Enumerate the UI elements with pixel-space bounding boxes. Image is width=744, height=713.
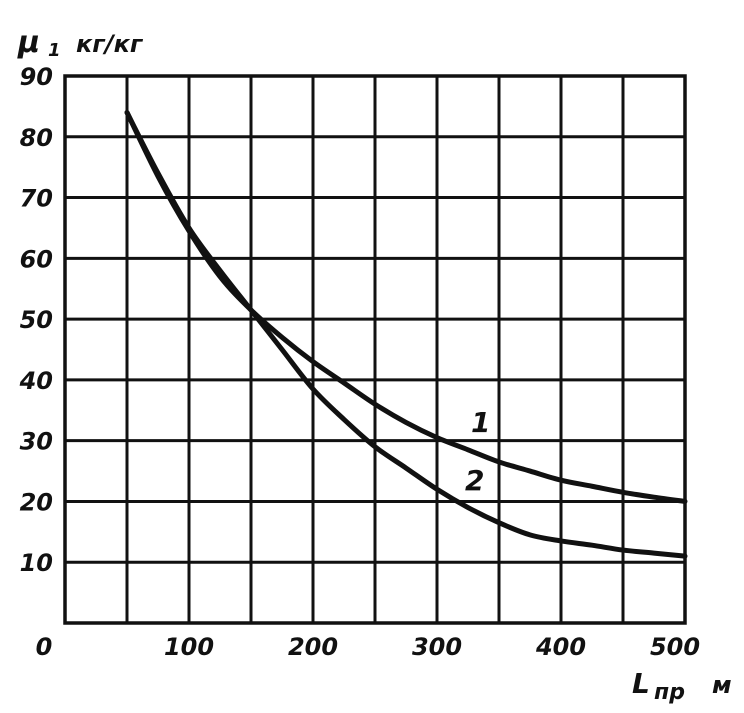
x-tick-label: 400 [535, 633, 586, 661]
x-tick-label: 500 [650, 633, 700, 661]
grid [65, 76, 685, 623]
y-tick-label: 20 [20, 488, 53, 516]
series-lines [124, 109, 688, 559]
x-axis-subscript: пр [654, 680, 685, 705]
series-line-2 [124, 109, 688, 559]
x-axis-unit: м [712, 671, 732, 699]
y-tick-label: 40 [19, 367, 53, 395]
curve-label-1: 1 [471, 406, 490, 439]
y-axis-symbol: μ [17, 25, 40, 60]
y-axis-subscript: 1 [48, 40, 61, 61]
origin-label: 0 [36, 633, 53, 661]
y-tick-label: 10 [20, 549, 53, 577]
x-tick-label: 300 [412, 633, 462, 661]
y-tick-label: 50 [20, 306, 53, 334]
series-line-1 [124, 109, 688, 504]
curve-label-2: 2 [465, 464, 484, 497]
y-tick-label: 90 [20, 63, 53, 91]
y-tick-label: 30 [20, 428, 53, 456]
plot-frame [63, 74, 687, 625]
y-tick-label: 60 [20, 245, 53, 273]
y-tick-label: 70 [20, 185, 53, 213]
y-axis-unit: кг/кг [76, 30, 144, 58]
x-tick-label: 200 [288, 633, 338, 661]
x-axis-symbol: L [632, 667, 650, 700]
x-tick-label: 100 [164, 633, 214, 661]
y-tick-label: 80 [20, 124, 53, 152]
